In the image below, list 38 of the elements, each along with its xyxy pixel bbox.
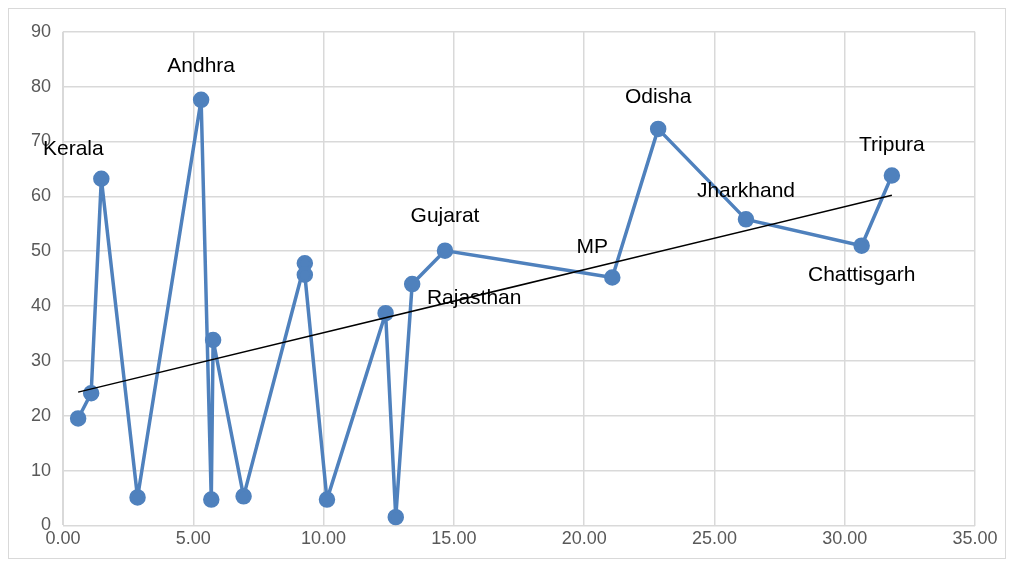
annotation: Gujarat xyxy=(410,203,480,227)
point xyxy=(387,508,405,526)
point xyxy=(129,489,146,506)
point xyxy=(235,488,252,505)
annotation: Tripura xyxy=(859,132,926,156)
point xyxy=(649,120,667,138)
y-tick-label: 30 xyxy=(30,349,52,370)
y-tick-label: 80 xyxy=(30,75,52,96)
annotation: Odisha xyxy=(624,83,692,107)
point xyxy=(604,269,621,286)
y-tick-label: 40 xyxy=(30,294,52,315)
x-tick-label: 5.00 xyxy=(175,528,211,549)
x-tick-label: 15.00 xyxy=(431,528,477,549)
y-tick-label: 60 xyxy=(30,185,52,206)
x-tick-label: 10.00 xyxy=(301,528,347,549)
point xyxy=(69,410,87,427)
y-tick-label: 90 xyxy=(30,20,52,41)
point xyxy=(192,91,210,109)
annotation: MP xyxy=(576,234,609,258)
y-tick-label: 20 xyxy=(30,404,52,425)
point xyxy=(436,242,454,259)
point xyxy=(318,491,336,508)
point xyxy=(203,491,220,508)
point xyxy=(403,275,421,293)
x-tick-label: 25.00 xyxy=(691,528,737,549)
y-tick-label: 50 xyxy=(30,240,52,261)
point xyxy=(93,170,110,188)
point xyxy=(883,167,901,184)
x-tick-label: 35.00 xyxy=(952,528,998,549)
point xyxy=(204,331,222,349)
point xyxy=(737,211,755,228)
x-tick-label: 20.00 xyxy=(561,528,607,549)
point xyxy=(82,384,100,402)
annotation: Andhra xyxy=(167,52,236,76)
point xyxy=(853,237,870,254)
y-tick-label: 10 xyxy=(30,459,52,480)
x-tick-label: 30.00 xyxy=(822,528,868,549)
annotation: Chattisgarh xyxy=(807,262,916,286)
